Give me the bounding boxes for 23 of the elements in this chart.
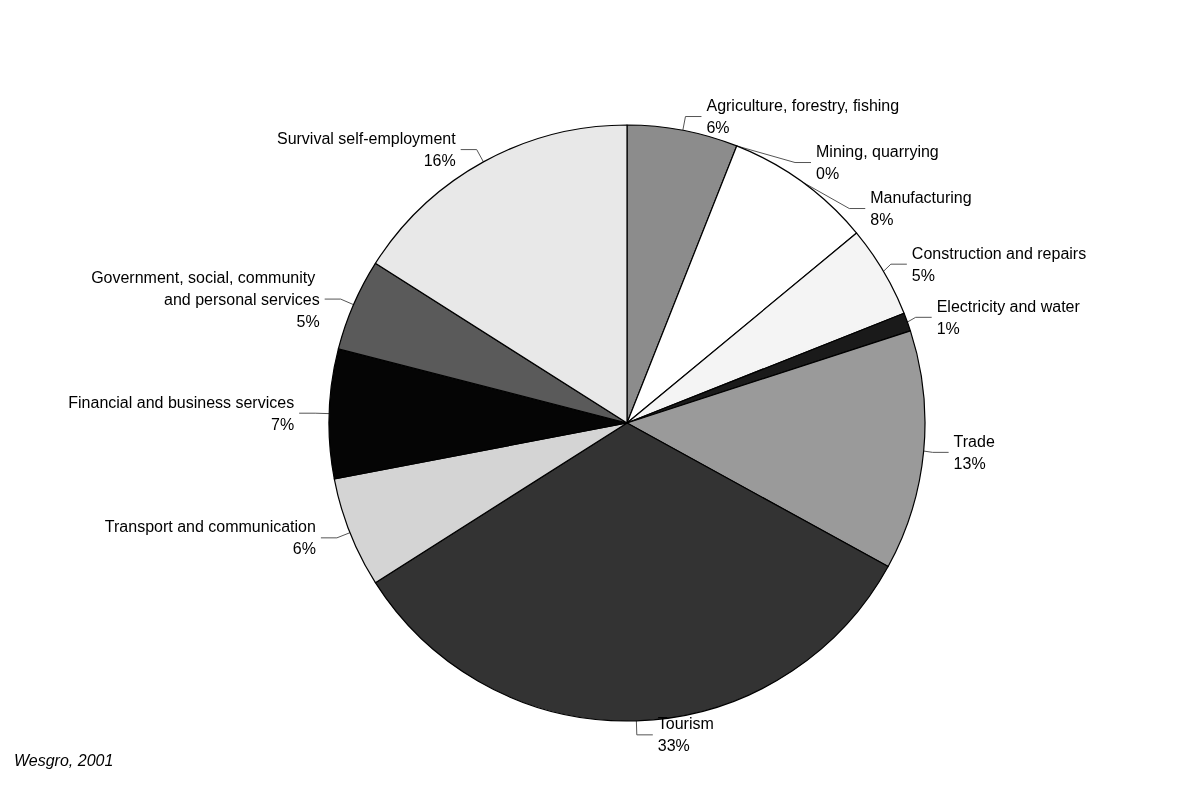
data-label: 6% — [706, 119, 730, 137]
slice-label: Transport and communication — [104, 518, 316, 536]
data-label: 33% — [657, 737, 690, 755]
slice-label: Electricity and water — [936, 297, 1081, 315]
data-label: 8% — [870, 211, 894, 229]
slice-label: Survival self-employment — [276, 130, 457, 148]
slice-label: Manufacturing — [870, 189, 972, 207]
data-label: 5% — [296, 312, 320, 330]
slice-label: Financial and business services — [68, 393, 295, 411]
slice-label: Government, social, community and personal services — [91, 268, 320, 308]
text: Wesgro, 2001 — [14, 751, 114, 769]
data-label: 5% — [911, 266, 935, 284]
slice-label: Tourism — [657, 715, 714, 733]
data-label: 6% — [292, 540, 316, 558]
data-label: 13% — [953, 454, 986, 472]
text: 0% — [816, 165, 840, 183]
data-label: 16% — [423, 152, 456, 170]
slice-label: Agriculture, forestry, fishing — [706, 97, 900, 115]
data-label: 7% — [271, 415, 295, 433]
legend-label: Mining, quarrying — [816, 143, 939, 161]
slice-label: Construction and repairs — [911, 244, 1087, 262]
data-label: 1% — [936, 319, 960, 337]
slice-label: Trade — [953, 432, 995, 450]
